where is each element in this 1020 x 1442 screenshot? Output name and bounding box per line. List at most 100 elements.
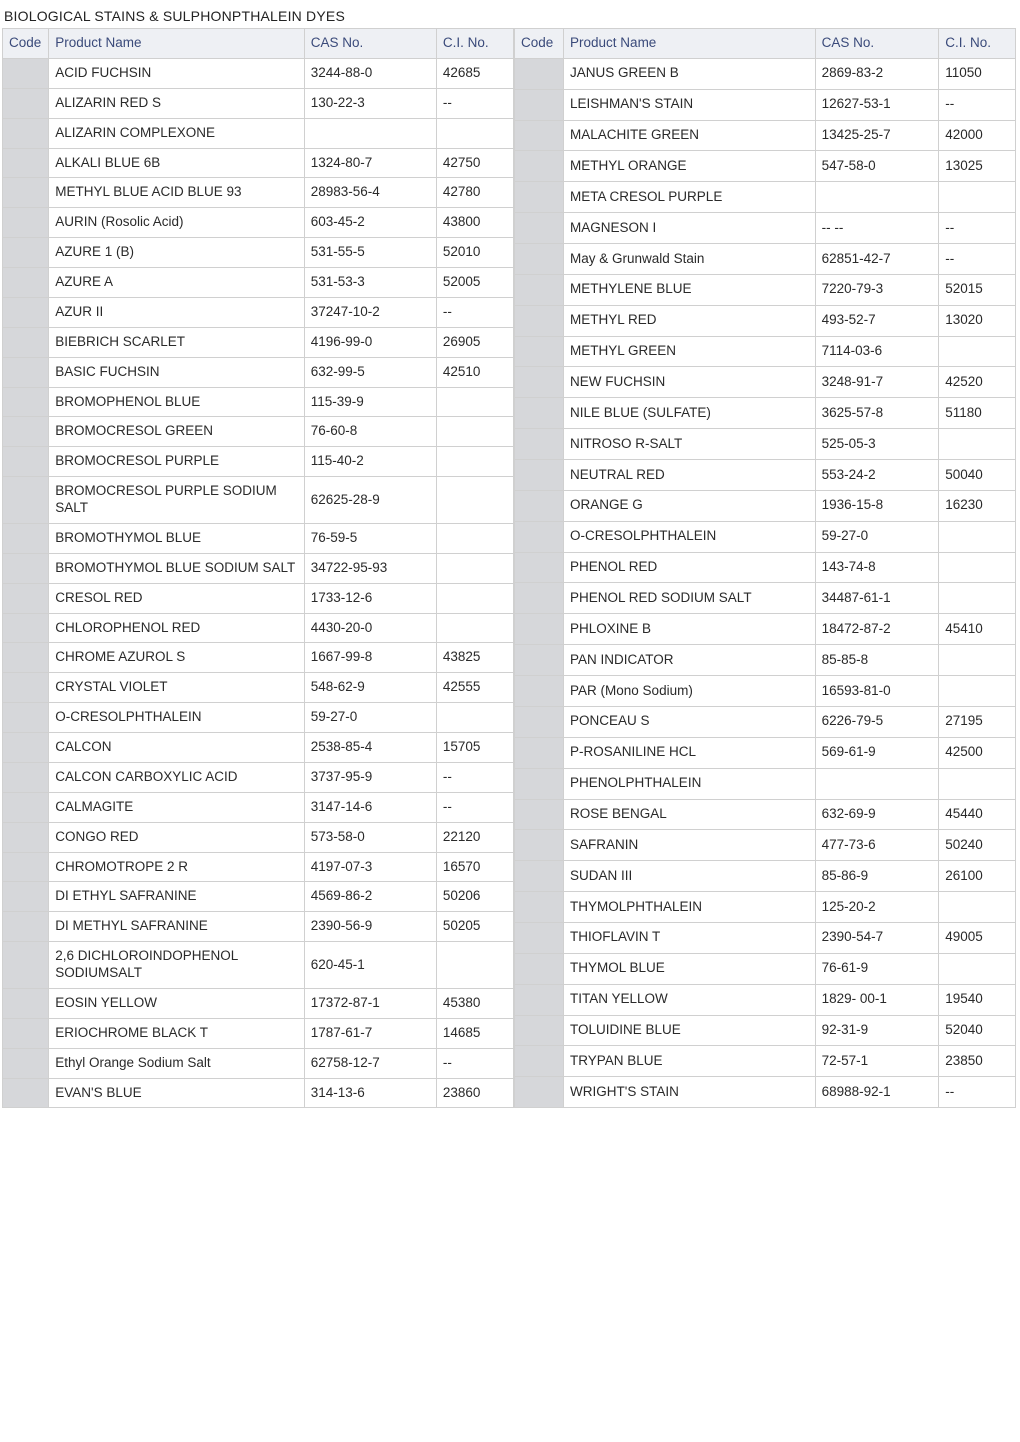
cell-ci-no: 13020 — [939, 305, 1016, 336]
table-row: PONCEAU S6226-79-527195 — [515, 706, 1016, 737]
cell-ci-no: 42510 — [436, 357, 513, 387]
cell-cas-no: 72-57-1 — [815, 1046, 939, 1077]
cell-cas-no: 92-31-9 — [815, 1015, 939, 1046]
table-row: ALIZARIN RED S130-22-3-- — [3, 88, 514, 118]
cell-cas-no: 3625-57-8 — [815, 398, 939, 429]
cell-ci-no: 42780 — [436, 178, 513, 208]
table-row: May & Grunwald Stain62851-42-7-- — [515, 244, 1016, 275]
cell-code — [515, 830, 564, 861]
table-row: ERIOCHROME BLACK T1787-61-714685 — [3, 1018, 514, 1048]
cell-cas-no: 477-73-6 — [815, 830, 939, 861]
cell-product-name: DI METHYL SAFRANINE — [49, 912, 305, 942]
cell-product-name: CALMAGITE — [49, 792, 305, 822]
cell-cas-no: 130-22-3 — [304, 88, 436, 118]
cell-cas-no: 531-53-3 — [304, 268, 436, 298]
cell-ci-no: 27195 — [939, 706, 1016, 737]
cell-cas-no: 531-55-5 — [304, 238, 436, 268]
cell-product-name: O-CRESOLPHTHALEIN — [49, 703, 305, 733]
table-row: CHLOROPHENOL RED4430-20-0 — [3, 613, 514, 643]
cell-cas-no: 85-85-8 — [815, 645, 939, 676]
cell-ci-no: 50206 — [436, 882, 513, 912]
cell-product-name: ALIZARIN RED S — [49, 88, 305, 118]
cell-ci-no: -- — [436, 297, 513, 327]
cell-ci-no: 50040 — [939, 460, 1016, 491]
cell-cas-no: 573-58-0 — [304, 822, 436, 852]
table-row: METHYL GREEN7114-03-6 — [515, 336, 1016, 367]
cell-cas-no: 4196-99-0 — [304, 327, 436, 357]
cell-code — [3, 673, 49, 703]
cell-product-name: CONGO RED — [49, 822, 305, 852]
table-row: ACID FUCHSIN3244-88-042685 — [3, 58, 514, 88]
cell-code — [3, 762, 49, 792]
cell-code — [3, 643, 49, 673]
cell-product-name: EVAN'S BLUE — [49, 1078, 305, 1108]
cell-product-name: PHENOL RED — [564, 552, 816, 583]
cell-product-name: DI ETHYL SAFRANINE — [49, 882, 305, 912]
cell-ci-no — [939, 552, 1016, 583]
cell-cas-no: 115-39-9 — [304, 387, 436, 417]
cell-product-name: THIOFLAVIN T — [564, 922, 816, 953]
cell-code — [515, 244, 564, 275]
cell-cas-no: 2869-83-2 — [815, 58, 939, 89]
cell-cas-no: 59-27-0 — [304, 703, 436, 733]
cell-product-name: 2,6 DICHLOROINDOPHENOL SODIUMSALT — [49, 942, 305, 989]
cell-code — [515, 583, 564, 614]
cell-ci-no: 13025 — [939, 151, 1016, 182]
cell-ci-no — [436, 553, 513, 583]
table-header-row: Code Product Name CAS No. C.I. No. — [3, 29, 514, 59]
cell-product-name: CHLOROPHENOL RED — [49, 613, 305, 643]
cell-ci-no: -- — [436, 1048, 513, 1078]
cell-ci-no: 52005 — [436, 268, 513, 298]
cell-product-name: METHYL ORANGE — [564, 151, 816, 182]
cell-cas-no: 2538-85-4 — [304, 733, 436, 763]
cell-code — [515, 768, 564, 799]
cell-ci-no — [436, 613, 513, 643]
cell-ci-no: 26100 — [939, 861, 1016, 892]
cell-code — [515, 89, 564, 120]
table-row: PHENOL RED143-74-8 — [515, 552, 1016, 583]
cell-product-name: BROMOTHYMOL BLUE — [49, 523, 305, 553]
cell-code — [3, 613, 49, 643]
cell-cas-no: 62851-42-7 — [815, 244, 939, 275]
cell-cas-no: 37247-10-2 — [304, 297, 436, 327]
cell-code — [515, 305, 564, 336]
cell-product-name: CHROMOTROPE 2 R — [49, 852, 305, 882]
cell-ci-no: 51180 — [939, 398, 1016, 429]
cell-code — [3, 882, 49, 912]
cell-ci-no — [436, 583, 513, 613]
cell-ci-no — [436, 387, 513, 417]
col-header-code: Code — [515, 29, 564, 59]
table-row: CHROME AZUROL S1667-99-843825 — [3, 643, 514, 673]
cell-product-name: NITROSO R-SALT — [564, 429, 816, 460]
cell-cas-no: 68988-92-1 — [815, 1077, 939, 1108]
cell-ci-no: 19540 — [939, 984, 1016, 1015]
table-row: AURIN (Rosolic Acid)603-45-243800 — [3, 208, 514, 238]
cell-cas-no: 115-40-2 — [304, 447, 436, 477]
cell-product-name: NILE BLUE (SULFATE) — [564, 398, 816, 429]
cell-cas-no: 28983-56-4 — [304, 178, 436, 208]
cell-code — [3, 268, 49, 298]
table-row: BIEBRICH SCARLET4196-99-026905 — [3, 327, 514, 357]
table-row: 2,6 DICHLOROINDOPHENOL SODIUMSALT620-45-… — [3, 942, 514, 989]
cell-product-name: MALACHITE GREEN — [564, 120, 816, 151]
cell-ci-no: -- — [436, 792, 513, 822]
cell-product-name: CRESOL RED — [49, 583, 305, 613]
cell-product-name: EOSIN YELLOW — [49, 988, 305, 1018]
cell-product-name: TOLUIDINE BLUE — [564, 1015, 816, 1046]
cell-cas-no: 34722-95-93 — [304, 553, 436, 583]
cell-code — [3, 477, 49, 524]
cell-cas-no: -- -- — [815, 213, 939, 244]
cell-product-name: ORANGE G — [564, 490, 816, 521]
cell-code — [515, 953, 564, 984]
cell-code — [3, 58, 49, 88]
table-row: EVAN'S BLUE314-13-623860 — [3, 1078, 514, 1108]
cell-code — [515, 1046, 564, 1077]
cell-product-name: ACID FUCHSIN — [49, 58, 305, 88]
cell-ci-no: 45380 — [436, 988, 513, 1018]
cell-cas-no: 548-62-9 — [304, 673, 436, 703]
cell-cas-no — [304, 118, 436, 148]
cell-cas-no: 632-69-9 — [815, 799, 939, 830]
cell-cas-no: 569-61-9 — [815, 737, 939, 768]
table-row: METHYL RED493-52-713020 — [515, 305, 1016, 336]
cell-code — [515, 429, 564, 460]
